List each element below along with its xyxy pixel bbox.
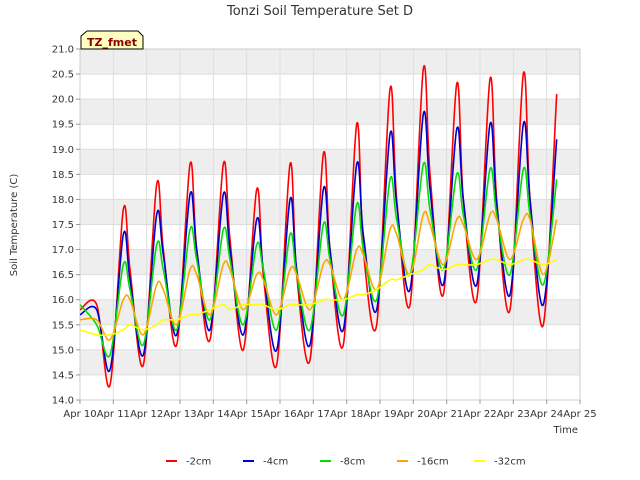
site-tag-box [80, 30, 144, 50]
legend-label: -4cm [263, 457, 288, 468]
x-tick-label: Apr 19 [363, 409, 396, 420]
x-tick-label: Apr 10 [63, 409, 96, 420]
chart-title: Tonzi Soil Temperature Set D [226, 4, 413, 19]
site-tag: TZ_fmet [80, 30, 144, 50]
series-line-32cmcm [79, 258, 558, 337]
series-lines [79, 65, 558, 388]
legend-label: -16cm [417, 457, 449, 468]
x-axis-ticks: Apr 10 Apr 11 Apr 12 Apr 13 Apr 14 Apr 15 Apr … [63, 400, 597, 420]
plot-band [80, 374, 580, 400]
y-tick-label: 16.5 [52, 270, 74, 281]
series-line-8cmcm [79, 161, 558, 358]
y-tick-label: 19.5 [52, 120, 74, 131]
x-tick-label: Apr 22 [463, 409, 496, 420]
x-tick-label: Apr 14 [197, 409, 230, 420]
y-tick-label: 14.5 [52, 370, 74, 381]
plot-band [80, 349, 580, 375]
x-tick-label: Apr 12 [130, 409, 163, 420]
x-tick-label: Apr 15 [230, 409, 263, 420]
x-tick-label: Apr 18 [330, 409, 363, 420]
y-tick-label: 15.5 [52, 320, 74, 331]
legend-label: -8cm [340, 457, 365, 468]
site-tag-label: TZ_fmet [87, 36, 137, 49]
y-tick-label: 15.0 [52, 345, 74, 356]
plot-band [80, 299, 580, 325]
plot-band [80, 74, 580, 100]
plot-band [80, 324, 580, 350]
legend-label: -2cm [186, 457, 211, 468]
y-tick-label: 20.5 [52, 70, 74, 81]
y-tick-label: 19.0 [52, 145, 74, 156]
y-tick-label: 18.0 [52, 195, 74, 206]
x-tick-label: Apr 17 [297, 409, 330, 420]
plot-band [80, 149, 580, 175]
x-tick-label: Apr 24 [530, 409, 563, 420]
y-tick-label: 18.5 [52, 170, 74, 181]
plot-band [80, 49, 580, 75]
x-tick-label: Apr 23 [497, 409, 530, 420]
y-tick-label: 17.0 [52, 245, 74, 256]
x-tick-label: Apr 25 [563, 409, 596, 420]
x-tick-label: Apr 20 [397, 409, 430, 420]
y-axis-ticks: 14.0 14.5 15.0 15.5 16.0 16.5 17.0 17.5 18.0 18.5… [52, 45, 80, 407]
plot-band [80, 124, 580, 150]
y-tick-label: 20.0 [52, 95, 74, 106]
legend: -2cm -4cm -8cm -16cm -32cm [166, 457, 526, 468]
x-tick-label: Apr 16 [263, 409, 296, 420]
plot-band [80, 274, 580, 300]
x-tick-label: Apr 11 [97, 409, 130, 420]
x-axis-label: Time [553, 425, 578, 436]
x-tick-label: Apr 13 [163, 409, 196, 420]
y-tick-label: 21.0 [52, 45, 74, 56]
legend-label: -32cm [494, 457, 526, 468]
plot-band [80, 99, 580, 125]
y-axis-label: Soil Temperature (C) [9, 174, 20, 277]
x-tick-label: Apr 21 [430, 409, 463, 420]
y-tick-label: 17.5 [52, 220, 74, 231]
y-tick-label: 14.0 [52, 396, 74, 407]
y-tick-label: 16.0 [52, 295, 74, 306]
series-line-16cmcm [79, 210, 558, 341]
